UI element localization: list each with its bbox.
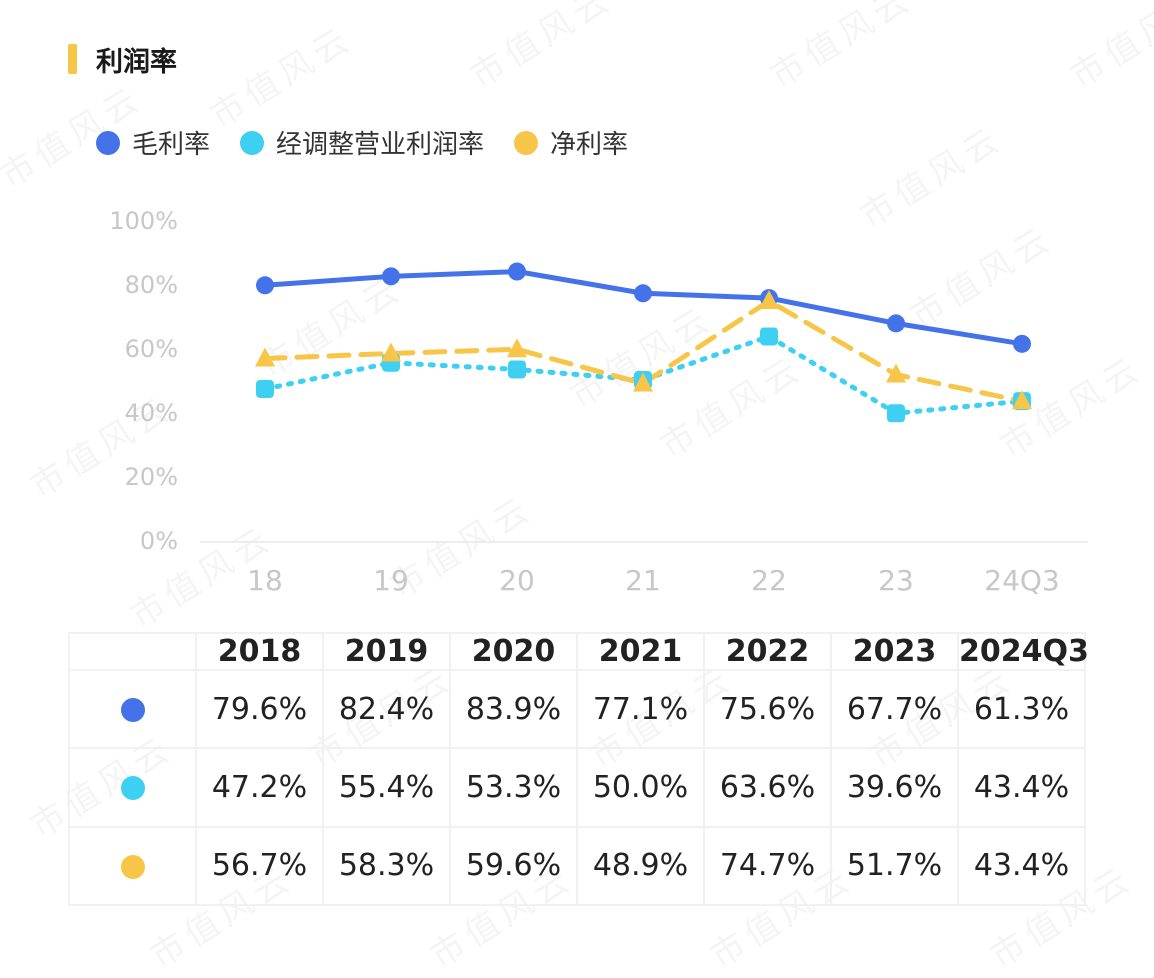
row-marker-cell	[68, 825, 197, 907]
data-point-gross	[634, 284, 652, 303]
row-marker-cell	[68, 668, 197, 750]
profit-margin-line-chart: 100% 80% 60% 40% 20% 0% 18 19 20 21 22 23 24Q3	[109, 207, 1088, 597]
data-point-net	[1012, 390, 1032, 410]
table-cell: 74.7%	[703, 825, 832, 907]
margin-data-table: 2018 2019 2020 2021 2022 2023 2024Q3 79.…	[68, 632, 1089, 907]
row-marker-cell	[68, 747, 197, 828]
data-point-net	[255, 347, 275, 367]
x-tick-label: 18	[247, 564, 283, 597]
table-header-cell: 2022	[703, 632, 832, 671]
table-cell: 53.3%	[449, 747, 578, 828]
table-cell: 39.6%	[830, 747, 959, 828]
x-tick-label: 20	[499, 564, 535, 597]
table-header-cell: 2019	[322, 632, 451, 671]
table-cell: 79.6%	[195, 668, 324, 750]
data-point-net	[886, 363, 906, 383]
row-marker-icon	[120, 854, 145, 879]
table-cell: 77.1%	[576, 668, 705, 750]
series-line-gross	[262, 269, 1025, 347]
table-cell: 59.6%	[449, 825, 578, 907]
table-cell: 47.2%	[195, 747, 324, 828]
data-point-adjusted_operating	[760, 327, 778, 346]
data-point-gross	[508, 262, 526, 281]
data-point-adjusted_operating	[256, 379, 274, 398]
data-point-net	[507, 338, 527, 358]
data-point-gross	[887, 314, 905, 333]
chart-legend: 毛利率 经调整营业利润率 净利率	[96, 124, 658, 161]
data-point-net	[759, 289, 779, 309]
legend-item-gross: 毛利率	[96, 124, 210, 161]
table-cell: 83.9%	[449, 668, 578, 750]
table-cell: 50.0%	[576, 747, 705, 828]
table-cell: 75.6%	[703, 668, 832, 750]
legend-label: 经调整营业利润率	[276, 130, 485, 160]
page-title: 利润率	[96, 47, 177, 78]
table-cell: 58.3%	[322, 825, 451, 907]
y-tick-label: 80%	[125, 271, 178, 299]
data-point-gross	[1013, 334, 1031, 353]
y-tick-label: 60%	[125, 335, 178, 363]
table-header-cell: 2023	[830, 632, 959, 671]
table-row-adjusted_operating: 47.2% 55.4% 53.3% 50.0% 63.6% 39.6% 43.4%	[68, 747, 1086, 828]
table-header-cell: 2018	[195, 632, 324, 671]
table-header-cell: 2020	[449, 632, 578, 671]
x-tick-label: 22	[751, 564, 787, 597]
x-tick-label: 21	[625, 564, 661, 597]
data-point-net	[381, 342, 401, 362]
table-header-row: 2018 2019 2020 2021 2022 2023 2024Q3	[68, 632, 1089, 671]
table-header-cell: 2021	[576, 632, 705, 671]
table-row-net: 56.7% 58.3% 59.6% 48.9% 74.7% 51.7% 43.4%	[68, 825, 1086, 907]
legend-label: 净利率	[550, 130, 629, 160]
table-cell: 67.7%	[830, 668, 959, 750]
title-accent-bar	[68, 44, 77, 74]
legend-marker-icon	[240, 130, 265, 155]
table-cell: 63.6%	[703, 747, 832, 828]
table-cell: 82.4%	[322, 668, 451, 750]
y-tick-label: 40%	[125, 399, 178, 427]
data-point-gross	[256, 276, 274, 295]
table-header-cell: 2024Q3	[957, 632, 1089, 671]
legend-marker-icon	[514, 130, 539, 155]
row-marker-icon	[120, 776, 145, 801]
data-point-gross	[382, 267, 400, 286]
legend-marker-icon	[96, 130, 120, 155]
y-tick-label: 0%	[140, 527, 178, 555]
table-cell: 43.4%	[957, 747, 1086, 828]
x-tick-label: 19	[373, 564, 409, 597]
row-marker-icon	[120, 698, 145, 723]
data-point-net	[633, 372, 653, 392]
table-cell: 43.4%	[957, 825, 1086, 907]
table-cell: 51.7%	[830, 825, 959, 907]
table-cell: 55.4%	[322, 747, 451, 828]
legend-label: 毛利率	[132, 130, 211, 160]
data-point-adjusted_operating	[508, 360, 526, 379]
x-tick-label: 23	[878, 564, 914, 597]
table-cell: 61.3%	[957, 668, 1086, 750]
legend-item-adjusted_operating: 经调整营业利润率	[240, 124, 484, 161]
legend-item-net: 净利率	[514, 124, 628, 161]
table-corner-cell	[68, 632, 197, 671]
y-tick-label: 100%	[109, 207, 178, 235]
table-cell: 56.7%	[195, 825, 324, 907]
data-point-adjusted_operating	[887, 404, 905, 423]
table-row-gross: 79.6% 82.4% 83.9% 77.1% 75.6% 67.7% 61.3%	[68, 668, 1086, 750]
table-cell: 48.9%	[576, 825, 705, 907]
x-tick-label: 24Q3	[984, 564, 1059, 597]
y-tick-label: 20%	[125, 463, 178, 491]
